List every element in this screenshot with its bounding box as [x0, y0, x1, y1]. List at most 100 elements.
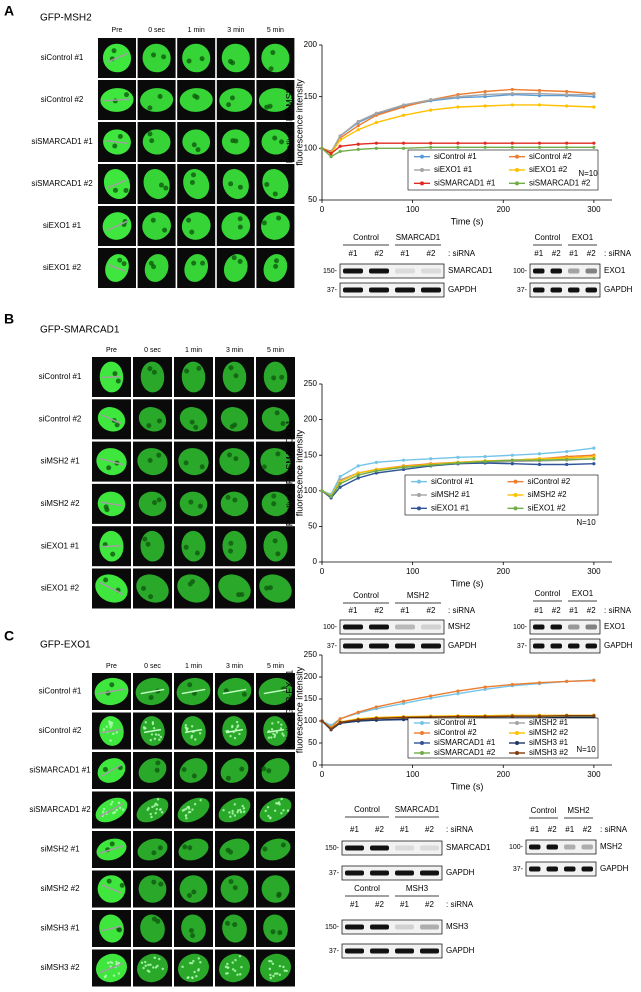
nucleolus: [156, 452, 162, 458]
focus: [108, 720, 111, 723]
data-point: [456, 461, 460, 465]
nucleolus: [275, 551, 281, 557]
nucleolus: [158, 182, 164, 188]
band: [343, 287, 363, 293]
band: [421, 643, 441, 649]
data-point: [401, 146, 406, 150]
focus: [115, 960, 118, 964]
nucleus-body: [181, 914, 206, 943]
focus: [144, 960, 147, 964]
blot-group: Control: [535, 589, 561, 598]
band: [421, 268, 441, 274]
sirna-label: : siRNA: [600, 825, 628, 834]
data-point: [456, 95, 460, 99]
data-point: [329, 727, 333, 731]
focus: [231, 809, 234, 813]
focus: [152, 966, 155, 969]
lane-label: #1: [534, 606, 543, 615]
legend-marker: [420, 168, 424, 172]
nucleolus: [117, 257, 123, 263]
nucleolus: [189, 419, 195, 425]
row-label: siEXO1 #2: [43, 263, 82, 272]
nucleolus: [190, 578, 196, 584]
data-point: [356, 473, 360, 477]
data-point: [510, 103, 514, 107]
nucleolus: [184, 368, 190, 374]
data-point: [483, 685, 487, 689]
nucleus-body: [218, 797, 251, 823]
focus: [199, 961, 202, 964]
focus: [285, 969, 288, 973]
nucleus: [102, 43, 132, 73]
nucleolus: [268, 66, 274, 72]
lane-label: #1: [569, 606, 578, 615]
nucleolus: [148, 695, 154, 701]
band: [533, 287, 545, 293]
nucleolus: [190, 172, 196, 178]
nucleolus: [232, 497, 238, 503]
data-point: [510, 87, 514, 92]
data-point: [429, 457, 433, 461]
focus: [193, 970, 196, 974]
focus: [142, 966, 145, 970]
nucleus: [262, 168, 289, 200]
nucleus-body: [138, 407, 167, 432]
timepoint-label: Pre: [106, 347, 117, 354]
nucleus-body: [260, 953, 291, 983]
mw-marker: 37-: [517, 287, 528, 294]
laser-track: [108, 264, 126, 272]
nucleus: [179, 758, 208, 783]
y-tick-label: 50: [308, 738, 317, 747]
nucleolus: [272, 191, 278, 197]
data-point: [592, 714, 596, 718]
nucleolus: [113, 187, 119, 193]
x-axis-label: Time (s): [451, 216, 484, 226]
focus: [279, 727, 283, 730]
lane-label: #1: [534, 249, 543, 258]
data-point: [456, 145, 460, 149]
y-tick-label: 150: [304, 92, 318, 101]
blot-group: Control: [531, 806, 557, 815]
nucleus-body: [261, 43, 290, 73]
data-point: [429, 98, 433, 102]
legend-label: siEXO1 #1: [434, 165, 473, 174]
blot-strip: [341, 943, 443, 959]
data-point: [565, 457, 569, 462]
row-label: siMSH2 #2: [40, 499, 80, 508]
data-point: [338, 720, 342, 724]
legend-marker: [420, 181, 424, 186]
laser-track: [106, 52, 128, 64]
laser-track: [105, 140, 129, 144]
focus: [280, 812, 283, 815]
row-label: siMSH2 #1: [40, 845, 80, 854]
blot-strip: [529, 638, 601, 654]
data-point: [565, 679, 569, 684]
nucleolus: [190, 933, 196, 939]
legend-label: siControl #1: [431, 477, 474, 486]
nucleus: [263, 254, 288, 282]
nucleus-body: [261, 212, 290, 240]
nucleus: [219, 953, 250, 983]
nucleus-body: [263, 530, 288, 562]
nucleus-body: [259, 574, 292, 603]
band: [568, 268, 580, 274]
nucleolus: [195, 147, 201, 153]
nucleus: [95, 797, 128, 823]
focus: [142, 726, 146, 729]
row-label: siSMARCAD1 #2: [29, 805, 91, 814]
nucleus: [176, 677, 211, 706]
nucleolus: [199, 464, 205, 470]
nucleus-body: [179, 491, 208, 517]
band: [568, 287, 580, 293]
lane-label: #2: [587, 606, 596, 615]
nucleolus: [187, 845, 193, 851]
nucleus: [259, 797, 292, 823]
nucleolus: [267, 585, 273, 591]
focus: [233, 814, 237, 817]
laser-track: [103, 98, 131, 102]
data-point: [592, 145, 596, 149]
lane-label: #1: [349, 606, 358, 615]
legend-marker: [515, 168, 519, 172]
protein-label: SMARCAD1: [446, 843, 491, 852]
recruitment-stripe: [184, 728, 203, 734]
